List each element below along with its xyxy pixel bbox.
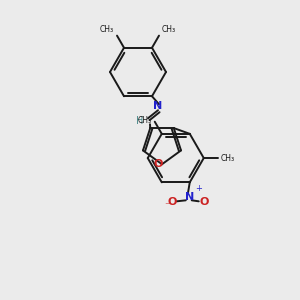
Text: ⁻: ⁻ — [164, 201, 170, 211]
Text: +: + — [195, 184, 202, 193]
Text: CH₃: CH₃ — [100, 25, 114, 34]
Text: N: N — [153, 101, 163, 111]
Text: CH₃: CH₃ — [138, 116, 152, 125]
Text: H: H — [136, 116, 144, 126]
Text: CH₃: CH₃ — [221, 154, 235, 163]
Text: CH₃: CH₃ — [162, 25, 176, 34]
Text: N: N — [185, 192, 194, 202]
Text: O: O — [199, 197, 208, 207]
Text: O: O — [153, 159, 163, 169]
Text: O: O — [167, 197, 176, 207]
